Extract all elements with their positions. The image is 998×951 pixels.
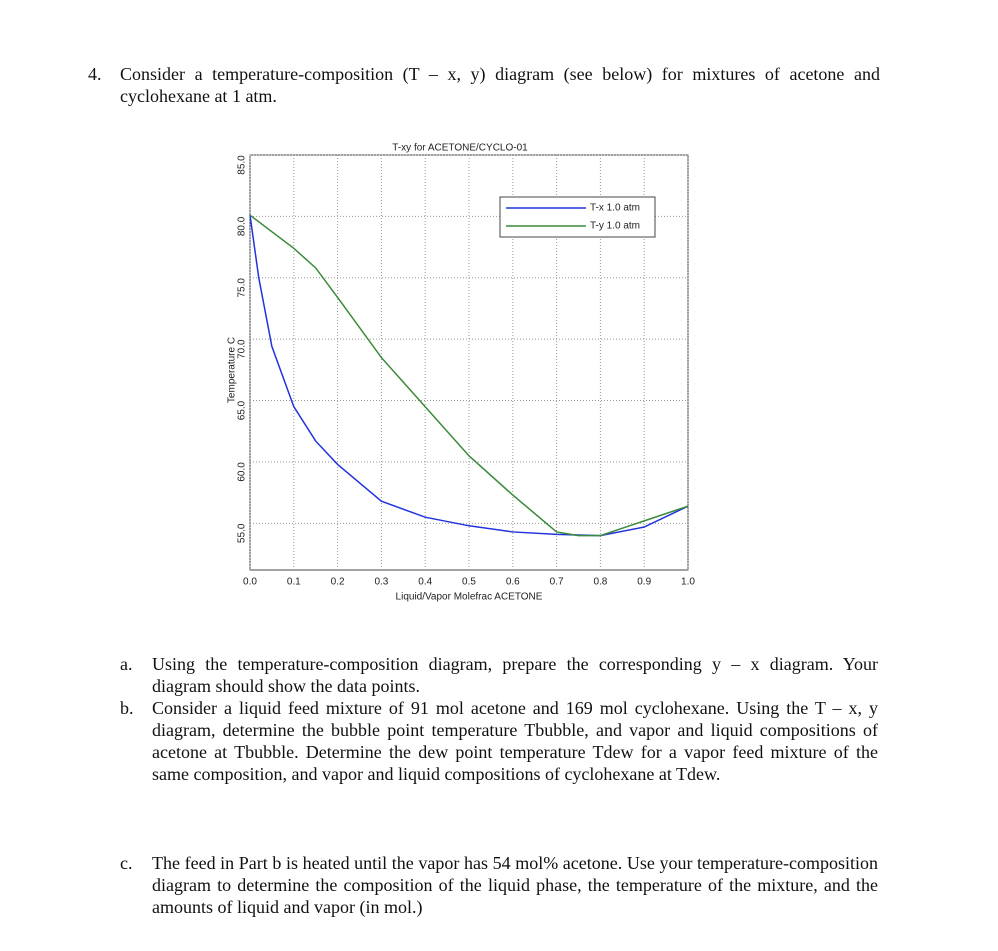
y-tick-label: 55.0	[237, 523, 248, 543]
x-tick-label: 0.2	[331, 577, 345, 588]
x-tick-label: 0.9	[637, 577, 651, 588]
x-tick-label: 1.0	[681, 577, 695, 588]
x-tick-label: 0.7	[550, 577, 564, 588]
question-text: Consider a temperature-composition (T – …	[120, 64, 880, 106]
y-tick-label: 65.0	[237, 400, 248, 420]
y-tick-label: 80.0	[237, 216, 248, 236]
legend-box	[499, 196, 656, 238]
x-tick-label: 0.6	[506, 577, 520, 588]
legend-label: T-x 1.0 atm	[590, 203, 640, 214]
y-tick-label: 75.0	[237, 278, 248, 298]
x-tick-label: 0.4	[418, 577, 432, 588]
x-tick-label: 0.8	[593, 577, 607, 588]
series-line	[249, 214, 689, 537]
part-text: Consider a liquid feed mixture of 91 mol…	[152, 698, 878, 784]
part-text: The feed in Part b is heated until the v…	[152, 853, 878, 917]
y-axis-label: Temperature C	[227, 337, 238, 403]
x-tick-label: 0.5	[462, 577, 476, 588]
y-tick-label: 70.0	[237, 339, 248, 359]
x-tick-label: 0.3	[374, 577, 388, 588]
x-axis-label: Liquid/Vapor Molefrac ACETONE	[396, 592, 543, 603]
x-tick-label: 0.0	[243, 577, 257, 588]
question-number: 4.	[88, 64, 102, 84]
chart-title: T-xy for ACETONE/CYCLO-01	[392, 143, 528, 154]
legend-label: T-y 1.0 atm	[590, 221, 640, 232]
part-label: a.	[120, 654, 133, 674]
x-tick-label: 0.1	[287, 577, 301, 588]
part-label: b.	[120, 698, 134, 718]
chart: T-xy for ACETONE/CYCLO-01 Liquid/Vapor M…	[227, 143, 696, 603]
part-label: c.	[120, 853, 133, 873]
y-tick-label: 85.0	[237, 155, 248, 175]
part-text: Using the temperature-composition diagra…	[152, 654, 878, 696]
y-tick-label: 60.0	[237, 462, 248, 482]
